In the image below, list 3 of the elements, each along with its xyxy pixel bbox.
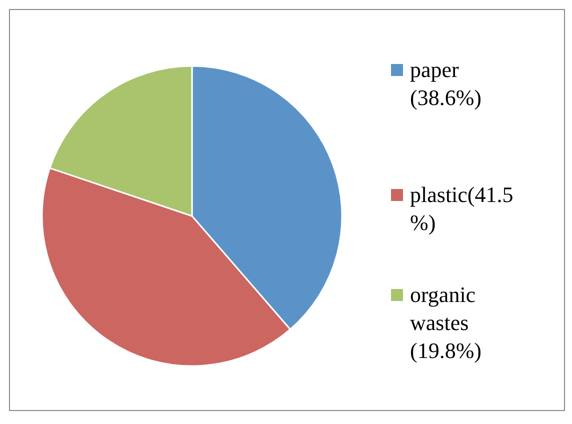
legend-label: organic wastes (19.8%): [410, 282, 482, 363]
legend-label: paper (38.6%): [410, 57, 482, 110]
legend-label: plastic(41.5%): [410, 182, 514, 235]
